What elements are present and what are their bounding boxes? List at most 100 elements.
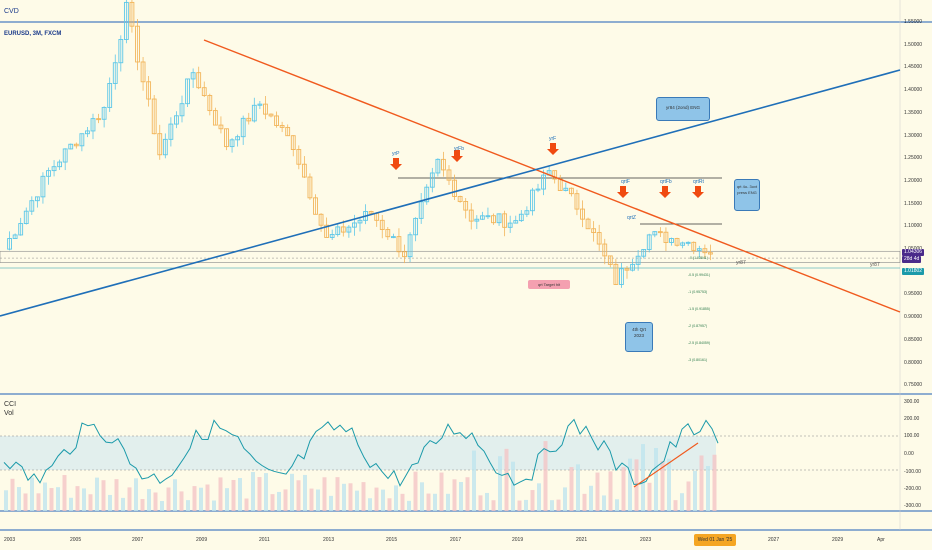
price-tick-label: 0.90000 (904, 314, 923, 321)
volume-bar (413, 471, 418, 511)
annotation-target-hit[interactable]: qrt Target hit (528, 280, 570, 289)
price-tick-label: 1.55000 (904, 19, 923, 25)
candle-body (224, 128, 229, 148)
candle-body (218, 124, 224, 130)
volume-bar (218, 477, 223, 511)
candle-body (669, 238, 674, 243)
volume-bar (667, 458, 671, 511)
candle-body (162, 138, 168, 156)
candle-body (390, 236, 396, 239)
candle-body (301, 163, 307, 178)
candle-body (7, 238, 12, 250)
volume-bar (101, 480, 106, 511)
candle-body (479, 215, 485, 220)
candle-body (151, 98, 157, 135)
candle-body (357, 219, 363, 224)
candle-body (34, 196, 40, 202)
volume-bar (4, 490, 8, 511)
candle-body (335, 226, 341, 235)
volume-bar (231, 479, 236, 511)
candle-body (641, 249, 647, 257)
volume-bar (342, 483, 346, 511)
label-qrtfb: qrtFb (660, 179, 672, 185)
red-trendline (203, 39, 901, 313)
candle-body (685, 241, 691, 244)
candle-body (279, 125, 285, 128)
label-qrtf: qrtF (621, 179, 630, 185)
candle-body (257, 103, 263, 106)
label-yrfb: yrFb (454, 146, 464, 152)
volume-bar (30, 477, 34, 511)
volume-bar (75, 486, 80, 511)
label-yr87-right: yr87 (870, 262, 880, 268)
volume-bar (23, 493, 28, 511)
time-tick-label: 2017 (450, 537, 462, 543)
candle-body (157, 133, 163, 156)
candle-body (652, 231, 658, 236)
volume-bar (166, 487, 171, 511)
volume-bar (680, 493, 684, 511)
price-tick-label: 0.80000 (904, 359, 923, 366)
price-tick-label: 1.40000 (904, 87, 923, 94)
volume-bar (199, 487, 203, 511)
candle-body (313, 197, 318, 215)
candle-body (602, 243, 608, 257)
volume-bar (43, 482, 47, 511)
volume-bar (589, 485, 593, 511)
fib-level-label: -2 (0.87957) (688, 324, 708, 328)
volume-bar (160, 500, 164, 511)
volume-bar (205, 484, 210, 511)
candle-body (541, 174, 546, 190)
volume-bar (543, 441, 548, 511)
volume-bar (556, 499, 561, 511)
candle-body (201, 87, 207, 96)
cci-tick-label: -300.00 (904, 503, 921, 509)
candle-body (585, 218, 591, 230)
candle-body (324, 224, 330, 238)
candle-body (452, 179, 457, 197)
candle-body (73, 143, 79, 147)
candle-body (630, 263, 635, 271)
candle-body (12, 234, 18, 239)
price-tick-label: 1.45000 (904, 64, 923, 71)
price-tick-label: 1.20000 (904, 177, 923, 184)
candle-body (51, 166, 57, 172)
candle-body (274, 115, 279, 126)
volume-bar (582, 493, 587, 511)
price-tick-label: 1.35000 (904, 109, 923, 116)
volume-bar (615, 499, 619, 511)
annotation-yr84[interactable]: yr84 (2ond) ENG (656, 97, 710, 121)
volume-bar (108, 494, 112, 511)
price-tick-label: 0.85000 (904, 336, 923, 343)
candle-body (296, 149, 302, 165)
candle-body (513, 220, 519, 224)
candle-body (285, 126, 291, 137)
time-tick-label: 2011 (259, 537, 270, 543)
volume-bar (290, 473, 294, 511)
candle-body (574, 193, 580, 210)
cci-line (3, 418, 719, 487)
annotation-qrt[interactable]: qrt 4o- 3ovt press ENG (734, 179, 760, 211)
symbol-title[interactable]: EURUSD, 3M, FXCM (4, 31, 62, 37)
price-tick-label: 1.25000 (904, 155, 923, 162)
annotation-q4-2023[interactable]: 4th Qrt 2023 (625, 322, 653, 352)
candle-body (46, 170, 51, 177)
price-tick-label: 1.30000 (904, 132, 923, 139)
candle-body (196, 72, 202, 89)
candle-body (702, 248, 708, 254)
candle-body (413, 217, 419, 236)
volume-bar (95, 477, 99, 511)
candle-body (424, 186, 430, 203)
candle-body (518, 213, 524, 222)
candle-body (407, 234, 413, 258)
volume-bar (17, 487, 21, 511)
candle-body (246, 117, 252, 122)
label-qrtrt: qrtRt (693, 179, 704, 185)
volume-bar (654, 448, 658, 511)
volume-bar (56, 487, 60, 511)
candle-body (446, 169, 452, 181)
volume-bar (699, 455, 704, 511)
volume-bar (530, 490, 535, 511)
